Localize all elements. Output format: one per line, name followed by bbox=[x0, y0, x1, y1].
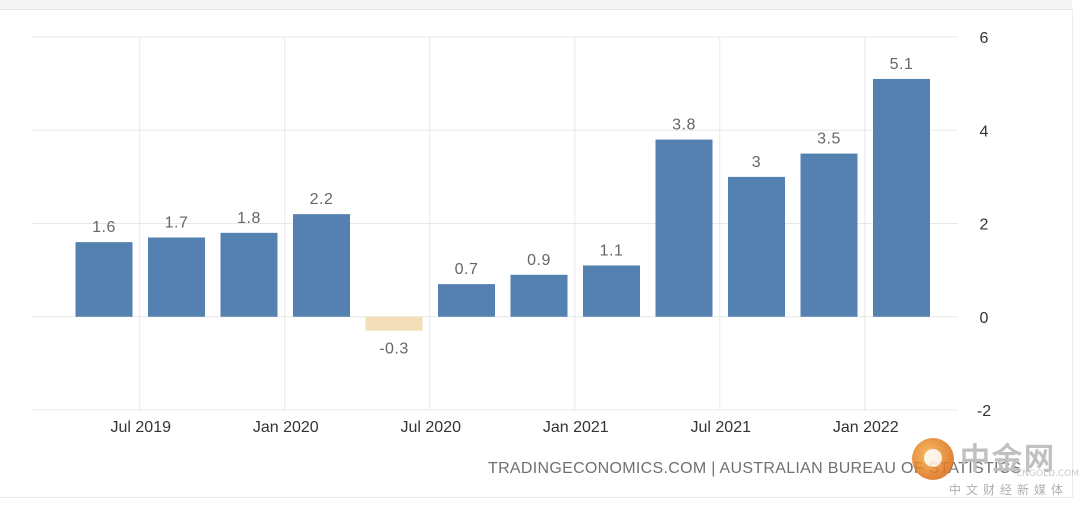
bars bbox=[75, 78, 930, 331]
y-tick-label: 4 bbox=[980, 123, 989, 140]
data-label: 0.9 bbox=[527, 252, 551, 269]
x-tick-label: Jul 2020 bbox=[401, 419, 462, 436]
bar[interactable] bbox=[800, 153, 858, 317]
x-tick-label: Jul 2019 bbox=[111, 419, 172, 436]
watermark-title: 中金网 bbox=[960, 442, 1056, 477]
watermark-logo-icon bbox=[912, 438, 954, 480]
watermark-subtitle: 中文财经新媒体 bbox=[948, 483, 1068, 497]
bar[interactable] bbox=[148, 237, 205, 317]
data-label: 3.5 bbox=[817, 131, 841, 148]
x-tick-label: Jan 2021 bbox=[543, 419, 609, 436]
data-label: 1.1 bbox=[600, 242, 624, 259]
bar[interactable] bbox=[583, 265, 640, 317]
bar[interactable] bbox=[365, 316, 423, 331]
watermark-domain: CNGOLD.COM.CN bbox=[1016, 469, 1080, 479]
bar[interactable] bbox=[510, 274, 568, 317]
top-bar bbox=[0, 0, 1072, 10]
y-axis-ticks: 6 4 2 0 -2 bbox=[977, 30, 991, 420]
data-label: 2.2 bbox=[310, 191, 334, 208]
x-tick-label: Jan 2020 bbox=[253, 419, 319, 436]
bar[interactable] bbox=[655, 139, 713, 317]
data-label: 1.7 bbox=[165, 214, 189, 231]
bar[interactable] bbox=[873, 78, 930, 317]
data-label: 3 bbox=[752, 154, 761, 171]
bar[interactable] bbox=[75, 242, 133, 317]
bar[interactable] bbox=[293, 214, 350, 317]
y-tick-label: 0 bbox=[980, 310, 989, 327]
y-tick-label: 6 bbox=[980, 30, 989, 47]
data-label: -0.3 bbox=[379, 341, 409, 358]
y-tick-label: 2 bbox=[980, 217, 989, 234]
data-label: 1.8 bbox=[237, 210, 261, 227]
data-label: 1.6 bbox=[92, 219, 116, 236]
watermark: 中金网 CNGOLD.COM.CN 中文财经新媒体 bbox=[908, 434, 1080, 497]
x-axis-ticks: Jul 2019 Jan 2020 Jul 2020 Jan 2021 Jul 2021… bbox=[111, 419, 899, 436]
bar[interactable] bbox=[438, 284, 495, 317]
bar[interactable] bbox=[220, 232, 278, 317]
chart-frame bbox=[0, 9, 1073, 498]
data-label: 5.1 bbox=[890, 56, 914, 73]
y-tick-label: -2 bbox=[977, 403, 991, 420]
data-label: 0.7 bbox=[455, 261, 479, 278]
source-credit: TRADINGECONOMICS.COM | AUSTRALIAN BUREAU… bbox=[488, 460, 1022, 477]
value-labels: 1.6 1.7 1.8 2.2 -0.3 0.7 0.9 1.1 3.8 3 3.5 5.1 bbox=[92, 56, 913, 358]
data-label: 3.8 bbox=[672, 117, 696, 134]
x-tick-label: Jul 2021 bbox=[691, 419, 752, 436]
bar[interactable] bbox=[728, 176, 785, 317]
x-tick-label: Jan 2022 bbox=[833, 419, 899, 436]
